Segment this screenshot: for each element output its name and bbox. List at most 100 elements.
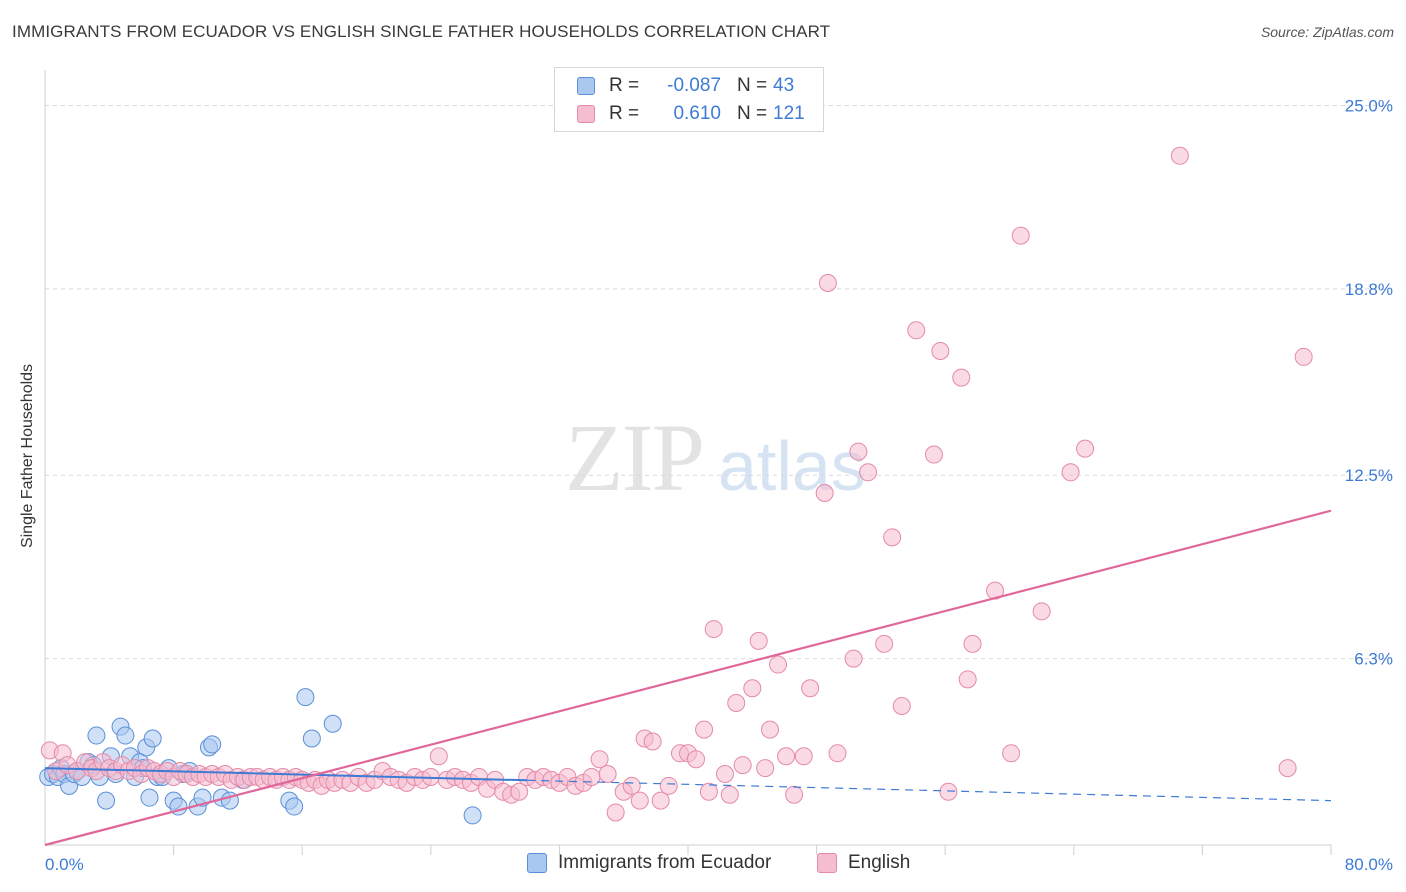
y-tick-label: 25.0% — [1345, 96, 1393, 115]
watermark: ZIP atlas — [565, 404, 866, 511]
english-point — [1002, 744, 1021, 763]
english-point — [1032, 602, 1051, 621]
english-point — [606, 803, 625, 822]
legend-n-value: 121 — [773, 103, 805, 124]
english-point — [818, 273, 837, 292]
english-point — [1294, 347, 1313, 366]
legend-n-value: 43 — [773, 75, 795, 96]
english-point — [907, 321, 926, 340]
ecuador-point — [285, 797, 304, 816]
legend-label-ecuador: Immigrants from Ecuador — [558, 852, 772, 873]
grid-lines — [45, 104, 1391, 660]
english-point — [952, 368, 971, 387]
legend-swatch-pink — [817, 853, 837, 873]
chart-title: IMMIGRANTS FROM ECUADOR VS ENGLISH SINGL… — [12, 22, 831, 41]
ecuador-trend-solid — [44, 767, 528, 782]
english-point — [720, 785, 739, 804]
correlation-legend: R = -0.087 N = 43 R = 0.610 N = 121 — [554, 67, 824, 132]
english-point — [1076, 439, 1095, 458]
english-trend-line — [44, 509, 1332, 847]
watermark-atlas: atlas — [718, 427, 866, 505]
english-point — [1061, 463, 1080, 482]
ecuador-point — [140, 788, 159, 807]
legend-r-value: 0.610 — [673, 103, 721, 124]
english-point — [510, 782, 529, 801]
english-point — [704, 620, 723, 639]
english-point — [429, 747, 448, 766]
english-point — [590, 750, 609, 769]
english-point — [844, 649, 863, 668]
chart-source: Source: ZipAtlas.com — [1260, 24, 1394, 40]
ecuador-point — [97, 791, 116, 810]
english-point — [695, 720, 714, 739]
ecuador-point — [323, 714, 342, 733]
y-tick-label: 12.5% — [1345, 466, 1393, 485]
english-point — [849, 442, 868, 461]
english-point — [598, 765, 617, 784]
legend-swatch-blue — [577, 77, 595, 95]
legend-swatch-blue — [527, 853, 547, 873]
english-point — [815, 483, 834, 502]
series-legend: Immigrants from Ecuador English — [0, 852, 1406, 878]
english-point — [859, 463, 878, 482]
english-point — [630, 791, 649, 810]
ecuador-point — [87, 726, 106, 745]
english-point — [769, 655, 788, 674]
legend-n-label: N = — [737, 103, 768, 124]
legend-n-label: N = — [737, 75, 768, 96]
english-point — [643, 732, 662, 751]
legend-item-english: English — [817, 852, 910, 874]
english-point — [828, 744, 847, 763]
legend-swatch-pink — [577, 105, 595, 123]
english-point — [777, 747, 796, 766]
english-point — [931, 342, 950, 361]
english-point — [794, 747, 813, 766]
english-point — [939, 782, 958, 801]
ecuador-point — [296, 688, 315, 707]
english-point — [760, 720, 779, 739]
english-point — [733, 756, 752, 775]
english-point — [1170, 146, 1189, 165]
english-point — [749, 631, 768, 650]
english-point — [687, 750, 706, 769]
legend-r-label: R = — [609, 103, 640, 124]
legend-r-value: -0.087 — [667, 75, 721, 96]
watermark-zip: ZIP — [565, 404, 703, 511]
english-point — [582, 767, 601, 786]
ecuador-point — [116, 726, 135, 745]
tick-labels: 6.3% 12.5% 18.8% 25.0% 0.0% 80.0% — [45, 96, 1393, 874]
legend-item-ecuador: Immigrants from Ecuador — [527, 852, 771, 874]
english-point — [892, 696, 911, 715]
y-tick-label: 18.8% — [1345, 280, 1393, 299]
x-tick-label: 0.0% — [45, 855, 84, 874]
ecuador-point — [203, 735, 222, 754]
english-point — [875, 634, 894, 653]
english-point — [958, 670, 977, 689]
english-point — [622, 776, 641, 795]
axes — [44, 70, 1332, 855]
english-point — [1278, 759, 1297, 778]
legend-r-label: R = — [609, 75, 640, 96]
english-point — [727, 694, 746, 713]
english-point — [1011, 226, 1030, 245]
english-point — [715, 765, 734, 784]
legend-row-english: R = 0.610 N = 121 — [577, 101, 805, 127]
english-point — [801, 679, 820, 698]
english-point — [659, 776, 678, 795]
x-tick-label: 80.0% — [1345, 855, 1393, 874]
ecuador-point — [143, 729, 162, 748]
trend-lines — [44, 509, 1332, 847]
english-point — [785, 785, 804, 804]
english-point — [924, 445, 943, 464]
y-tick-label: 6.3% — [1354, 650, 1393, 669]
legend-label-english: English — [848, 852, 911, 873]
english-point — [743, 679, 762, 698]
english-point — [883, 528, 902, 547]
ecuador-point — [302, 729, 321, 748]
legend-row-ecuador: R = -0.087 N = 43 — [577, 73, 794, 99]
english-point — [651, 791, 670, 810]
english-point — [963, 634, 982, 653]
ecuador-point — [463, 806, 482, 825]
english-point — [756, 759, 775, 778]
